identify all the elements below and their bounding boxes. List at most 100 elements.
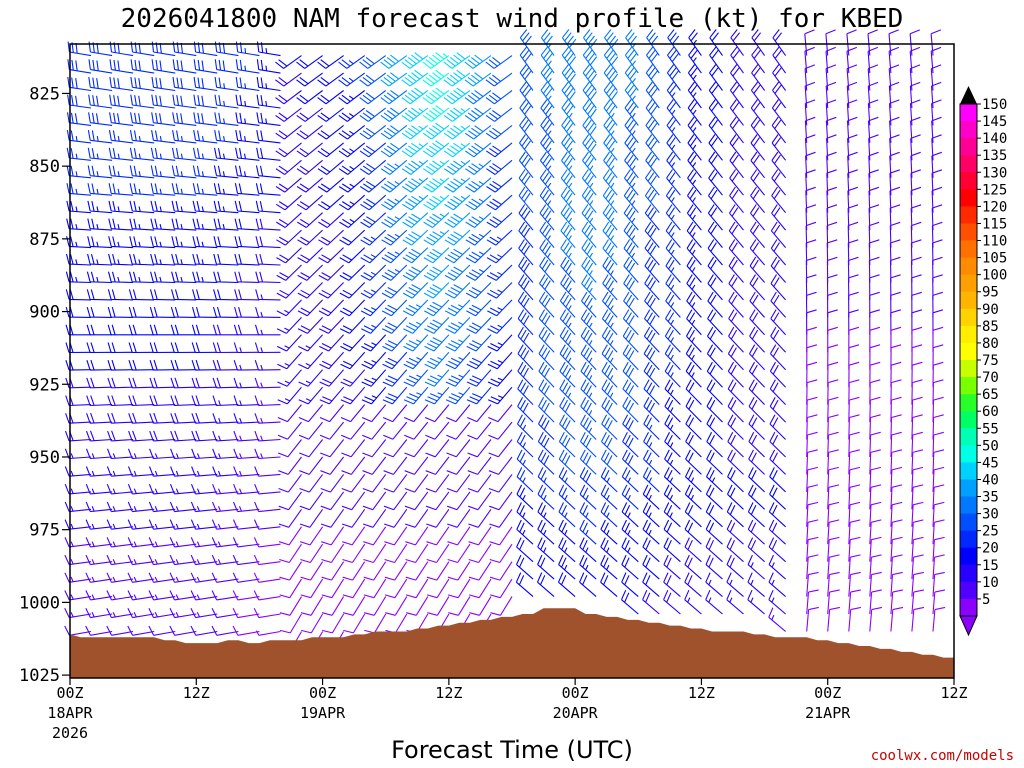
wind-barb — [296, 177, 323, 193]
wind-barb — [516, 519, 534, 545]
wind-barb — [86, 412, 113, 424]
wind-barb — [888, 64, 900, 91]
wind-barb — [127, 625, 155, 636]
wind-barb — [341, 491, 366, 511]
colorbar-segment — [960, 257, 977, 276]
wind-barb — [405, 561, 429, 581]
wind-barb — [255, 165, 281, 179]
wind-barb — [910, 116, 921, 143]
wind-barb — [401, 159, 429, 175]
wind-barb — [518, 186, 534, 214]
wind-barb — [212, 430, 239, 442]
wind-barb — [579, 537, 597, 563]
wind-barb — [623, 256, 639, 283]
wind-barb — [684, 589, 702, 615]
wind-barb — [193, 94, 218, 109]
wind-barb — [911, 466, 924, 492]
wind-barb — [232, 572, 260, 583]
wind-barb — [911, 519, 924, 545]
wind-barb — [644, 204, 660, 231]
wind-barb — [622, 379, 639, 405]
wind-barb — [601, 397, 618, 423]
wind-barb — [106, 590, 134, 601]
wind-barb — [889, 169, 900, 196]
wind-barb — [581, 256, 597, 283]
wind-barb — [539, 239, 555, 266]
wind-barb — [192, 147, 218, 161]
wind-barb — [848, 589, 861, 615]
wind-barb — [645, 64, 660, 91]
wind-barb — [276, 264, 302, 281]
wind-barb — [488, 474, 513, 493]
wind-barb — [338, 177, 366, 193]
wind-barb — [276, 247, 302, 264]
wind-barb — [296, 107, 323, 122]
y-tick-label: 875 — [29, 230, 60, 250]
x-axis-label: Forecast Time (UTC) — [391, 736, 633, 764]
wind-barb — [150, 147, 176, 161]
wind-barb — [321, 543, 345, 564]
wind-barb — [254, 448, 281, 460]
wind-barb — [706, 432, 723, 458]
wind-barb — [301, 613, 324, 634]
wind-barb — [466, 334, 492, 352]
wind-barb — [87, 183, 113, 196]
wind-barb — [643, 326, 660, 353]
wind-barb — [869, 396, 881, 423]
wind-barb — [171, 200, 197, 214]
wind-barb — [383, 456, 408, 475]
wind-barb — [318, 247, 344, 264]
wind-barb — [848, 536, 861, 562]
wind-barb — [707, 239, 723, 266]
wind-barb — [558, 554, 576, 580]
y-tick-label: 975 — [29, 521, 60, 541]
wind-barb — [621, 537, 639, 563]
wind-barb — [66, 112, 92, 126]
wind-barb — [446, 439, 471, 458]
wind-barb — [487, 334, 513, 352]
wind-barb — [361, 351, 387, 370]
wind-barb — [517, 309, 534, 336]
colorbar-label: 85 — [982, 319, 999, 335]
wind-barb — [106, 466, 134, 477]
wind-barb — [623, 239, 639, 266]
wind-barb — [602, 169, 618, 196]
wind-barb — [770, 239, 787, 266]
wind-barb — [727, 397, 744, 423]
wind-barb — [128, 271, 155, 284]
wind-barb — [846, 64, 858, 91]
wind-barb — [190, 483, 218, 495]
wind-barb — [485, 72, 513, 87]
wind-barb — [276, 299, 302, 317]
wind-barb — [338, 55, 366, 69]
wind-barb — [768, 607, 786, 632]
wind-barb — [687, 64, 702, 91]
wind-barb — [424, 299, 450, 317]
wind-barb — [128, 412, 155, 424]
wind-barb — [687, 81, 702, 109]
wind-barb — [424, 369, 450, 387]
wind-barb — [254, 430, 281, 442]
wind-barb — [581, 169, 597, 196]
wind-barb — [297, 247, 323, 264]
wind-barb — [213, 253, 239, 266]
wind-barb — [749, 326, 766, 353]
wind-barb — [558, 537, 576, 563]
wind-barb — [770, 221, 787, 248]
wind-barb — [666, 151, 681, 179]
wind-barb — [384, 578, 408, 599]
wind-barb — [890, 501, 903, 527]
wind-barb — [559, 397, 576, 423]
wind-barb — [275, 177, 302, 193]
terrain-surface — [70, 608, 954, 678]
wind-barb — [86, 342, 113, 354]
wind-barb — [321, 526, 345, 546]
wind-barb — [129, 130, 155, 144]
wind-barb — [770, 326, 787, 353]
wind-barb — [748, 414, 765, 440]
wind-barb — [445, 386, 471, 405]
wind-barb — [748, 432, 765, 458]
wind-barb — [212, 324, 239, 336]
wind-barb — [279, 578, 302, 599]
wind-barb — [729, 204, 744, 231]
